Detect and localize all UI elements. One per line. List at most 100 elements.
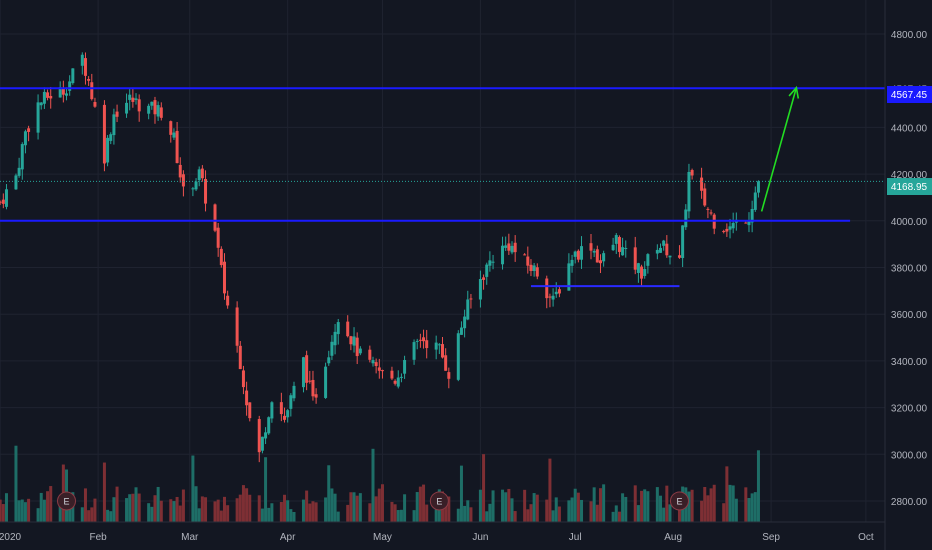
projection-arrow: [760, 87, 798, 212]
volume-bar: [102, 462, 106, 522]
candle-body: [39, 102, 43, 106]
volume-bar: [83, 488, 87, 522]
volume-bar: [68, 508, 72, 522]
candle-body: [200, 168, 204, 179]
volume-bar: [213, 501, 217, 522]
volume-bar: [668, 504, 672, 522]
volume-bar: [399, 509, 403, 522]
resistance-price-label: 4567.45: [891, 90, 928, 101]
candle-body: [507, 243, 511, 251]
volume-bar: [412, 510, 416, 522]
volume-bar: [636, 505, 640, 522]
volume-bar: [580, 499, 584, 522]
candle-body: [592, 251, 596, 253]
volume-bar: [422, 484, 426, 522]
volume-bar: [90, 507, 94, 522]
volume-bar: [178, 505, 182, 522]
candle-body: [595, 249, 599, 263]
volume-bar: [308, 503, 312, 522]
candle-body: [756, 181, 760, 193]
candle-body: [153, 100, 157, 115]
volume-bar: [469, 507, 473, 522]
volume-bar: [153, 495, 157, 522]
candle-body: [181, 174, 185, 187]
volume-bar: [456, 508, 460, 522]
candle-body: [270, 402, 274, 419]
volume-bar: [545, 499, 549, 522]
volume-bar: [311, 501, 315, 522]
candle-body: [289, 395, 293, 409]
candle-body: [292, 385, 296, 399]
x-tick-label: Oct: [858, 532, 874, 543]
volume-bar: [150, 506, 154, 522]
volume-bar: [270, 503, 274, 522]
earnings-event-marker[interactable]: E: [669, 491, 689, 511]
volume-bar: [241, 485, 245, 522]
volume-bar: [485, 511, 489, 522]
volume-bar: [646, 491, 650, 522]
candle-body: [134, 98, 138, 100]
candle-body: [346, 321, 350, 337]
volume-bar: [235, 498, 239, 522]
candle-body: [349, 336, 353, 345]
earnings-event-marker[interactable]: E: [57, 491, 77, 511]
candle-body: [441, 344, 444, 358]
candle-body: [504, 245, 508, 248]
volume-bar: [191, 455, 195, 522]
earnings-event-circle: [57, 491, 77, 511]
volume-bar: [662, 507, 666, 522]
candle-body: [529, 264, 533, 271]
volume-bar: [49, 486, 53, 522]
volume-bar: [371, 448, 375, 522]
volume-bar: [728, 484, 732, 522]
candle-body: [87, 78, 91, 81]
candle-body: [245, 390, 249, 406]
candle-body: [567, 263, 571, 291]
candle-body: [14, 175, 18, 190]
candle-body: [257, 419, 261, 453]
earnings-event-marker[interactable]: E: [429, 491, 449, 511]
volume-bar: [463, 505, 467, 522]
volume-bar: [238, 494, 242, 522]
x-tick-label: May: [373, 532, 392, 543]
volume-bar: [194, 486, 198, 522]
trend-lines[interactable]: [0, 85, 885, 288]
candle-body: [147, 105, 151, 114]
candle-body: [279, 402, 283, 415]
volume-bar: [750, 493, 754, 522]
candle-body: [159, 107, 163, 118]
volume-bar: [595, 504, 599, 522]
candle-body: [377, 367, 381, 371]
candle-body: [437, 344, 441, 346]
volume-bar: [27, 498, 31, 522]
volume-bar: [216, 499, 220, 522]
volume-bar: [17, 500, 21, 522]
candle-body: [580, 246, 584, 260]
candle-body: [469, 298, 473, 300]
candle-body: [301, 357, 305, 388]
candle-body: [459, 327, 463, 335]
volume-bar: [128, 494, 132, 522]
volume-bar: [567, 500, 571, 522]
candle-body: [744, 222, 748, 224]
volume-bar: [690, 489, 694, 522]
volume-bar: [725, 466, 729, 522]
candle-body: [573, 251, 577, 257]
candle-body: [526, 256, 530, 266]
candle-body: [434, 342, 438, 350]
candle-body: [482, 277, 486, 280]
candle-body: [4, 189, 8, 207]
candle-body: [71, 68, 75, 84]
candle-body: [510, 245, 514, 253]
candle-body: [83, 58, 87, 76]
candle-body: [216, 227, 220, 248]
candle-body: [80, 54, 84, 66]
candle-body: [17, 167, 21, 176]
candle-body: [643, 269, 647, 276]
volume-bar: [425, 504, 429, 522]
volume-bar: [459, 465, 463, 522]
volume-bar: [358, 493, 362, 522]
candle-body: [485, 264, 489, 277]
